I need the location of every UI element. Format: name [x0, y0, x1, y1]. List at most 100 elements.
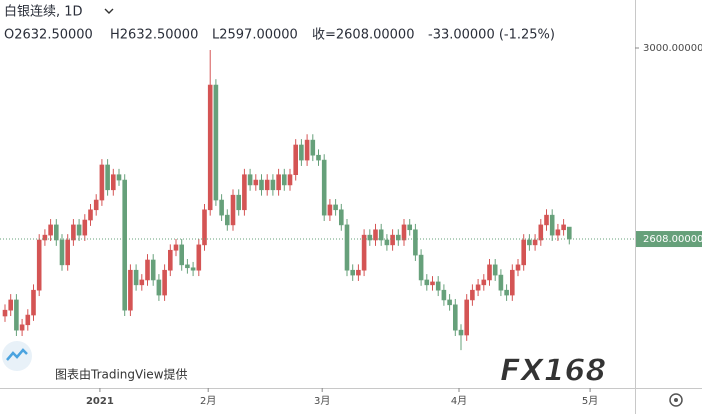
candle-body: [207, 84, 213, 211]
candle-body: [236, 194, 241, 211]
interval-dropdown[interactable]: [104, 8, 114, 14]
candle-body: [71, 224, 76, 241]
candle-body: [304, 139, 310, 161]
candle-body: [361, 234, 367, 271]
candle-body: [2, 309, 8, 317]
candle-body: [424, 279, 430, 286]
candle-body: [401, 224, 407, 241]
candle-body: [281, 174, 287, 186]
candle-body: [36, 239, 42, 291]
legend-low: L2597.00000: [212, 28, 298, 43]
candle-body: [356, 269, 361, 276]
candle-body: [48, 224, 53, 236]
candle-body: [395, 234, 401, 241]
legend-change: -33.00000 (-1.25%): [428, 28, 555, 43]
candle-body: [413, 229, 418, 256]
candle-body: [390, 234, 395, 246]
candle-body: [373, 229, 378, 241]
candle-body: [527, 239, 532, 246]
candle-body: [487, 264, 492, 281]
candle-body: [452, 304, 458, 331]
candle-body: [65, 239, 70, 266]
candle-body: [122, 179, 127, 311]
watermark: 图表由TradingView提供: [55, 367, 188, 382]
candle-body: [185, 264, 190, 269]
candle-body: [88, 209, 93, 221]
candle-body: [316, 154, 321, 161]
candle-body: [162, 269, 167, 296]
candle-body: [128, 269, 133, 311]
candle-body: [219, 199, 224, 216]
candle-body: [481, 279, 487, 286]
candle-body: [418, 254, 424, 281]
candle-body: [287, 174, 293, 186]
candle-body: [367, 234, 373, 241]
candle-body: [168, 249, 173, 271]
candle-body: [338, 209, 344, 226]
candle-body: [139, 279, 145, 286]
candle-body: [293, 144, 299, 176]
candle-body: [447, 299, 452, 306]
legend-high: H2632.50000: [110, 28, 198, 43]
candle-body: [247, 174, 253, 186]
candle-body: [509, 269, 515, 296]
candle-body: [555, 229, 561, 236]
candle-body: [549, 214, 555, 236]
candle-body: [270, 179, 276, 191]
candle-body: [435, 281, 441, 291]
candle-body: [492, 264, 498, 276]
candle-body: [19, 324, 25, 331]
candle-body: [538, 224, 544, 241]
symbol-title[interactable]: 白银连续, 1D: [4, 4, 83, 20]
candle-body: [378, 229, 384, 241]
candle-body: [230, 194, 236, 226]
candle-body: [213, 84, 219, 201]
candle-body: [515, 264, 521, 271]
logo-mark: [6, 348, 28, 361]
candle-body: [321, 159, 327, 216]
candle-body: [31, 289, 36, 316]
candle-body: [276, 174, 281, 191]
candle-body: [8, 299, 13, 311]
candle-body: [111, 174, 116, 191]
candle-body: [179, 244, 184, 266]
candle-body: [566, 226, 572, 240]
last-price-box: [636, 231, 702, 248]
candle-body: [544, 214, 549, 226]
candle-body: [42, 234, 48, 241]
gear-center[interactable]: [674, 398, 678, 402]
candle-body: [253, 179, 259, 186]
candle-body: [521, 239, 527, 266]
candle-body: [470, 289, 475, 301]
candle-body: [116, 174, 122, 181]
legend-close: 收=2608.00000: [312, 28, 414, 43]
candle-body: [59, 239, 65, 266]
x-tick-label: 3月: [314, 395, 330, 407]
gear-ring[interactable]: [669, 393, 683, 407]
candle-body: [76, 224, 82, 236]
candle-body: [145, 259, 150, 281]
candle-body: [259, 179, 264, 191]
x-tick-label: 2021: [86, 396, 114, 407]
candle-body: [310, 139, 316, 156]
settings-icon[interactable]: [669, 393, 683, 407]
y-tick-label: 3000.00000: [643, 43, 702, 54]
plot-area: [2, 49, 572, 351]
candle-body: [384, 239, 390, 246]
candle-body: [561, 224, 566, 231]
candle-body: [475, 284, 481, 291]
fx168-logo: FX168: [500, 354, 606, 389]
candle-body: [82, 219, 88, 236]
candle-body: [150, 259, 156, 281]
candle-body: [190, 267, 196, 271]
candle-body: [407, 224, 413, 231]
candle-body: [464, 299, 470, 336]
candle-body: [299, 144, 304, 161]
candle-body: [156, 279, 162, 296]
legend-open: O2632.50000: [4, 28, 93, 43]
candle-body: [498, 274, 504, 291]
candle-body: [93, 199, 99, 211]
candle-body: [441, 289, 447, 301]
